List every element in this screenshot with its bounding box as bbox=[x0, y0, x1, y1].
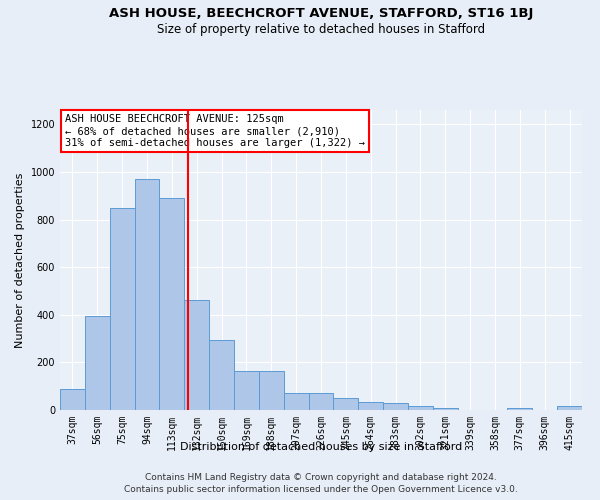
Bar bbox=[358, 402, 383, 410]
Text: Contains HM Land Registry data © Crown copyright and database right 2024.: Contains HM Land Registry data © Crown c… bbox=[145, 472, 497, 482]
Bar bbox=[160, 198, 184, 410]
Text: Contains public sector information licensed under the Open Government Licence v3: Contains public sector information licen… bbox=[124, 485, 518, 494]
Bar bbox=[134, 179, 160, 410]
Bar bbox=[383, 403, 408, 410]
Bar bbox=[209, 340, 234, 410]
Bar bbox=[184, 300, 209, 410]
Bar bbox=[508, 408, 532, 410]
Bar bbox=[284, 394, 308, 410]
Bar bbox=[308, 394, 334, 410]
Bar bbox=[259, 372, 284, 410]
Bar bbox=[433, 408, 458, 410]
Bar bbox=[557, 406, 582, 410]
Y-axis label: Number of detached properties: Number of detached properties bbox=[15, 172, 25, 348]
Bar bbox=[334, 398, 358, 410]
Text: ASH HOUSE BEECHCROFT AVENUE: 125sqm
← 68% of detached houses are smaller (2,910): ASH HOUSE BEECHCROFT AVENUE: 125sqm ← 68… bbox=[65, 114, 365, 148]
Text: Distribution of detached houses by size in Stafford: Distribution of detached houses by size … bbox=[180, 442, 462, 452]
Text: ASH HOUSE, BEECHCROFT AVENUE, STAFFORD, ST16 1BJ: ASH HOUSE, BEECHCROFT AVENUE, STAFFORD, … bbox=[109, 8, 533, 20]
Bar bbox=[85, 316, 110, 410]
Bar bbox=[110, 208, 134, 410]
Text: Size of property relative to detached houses in Stafford: Size of property relative to detached ho… bbox=[157, 22, 485, 36]
Bar bbox=[60, 388, 85, 410]
Bar bbox=[234, 372, 259, 410]
Bar bbox=[408, 406, 433, 410]
